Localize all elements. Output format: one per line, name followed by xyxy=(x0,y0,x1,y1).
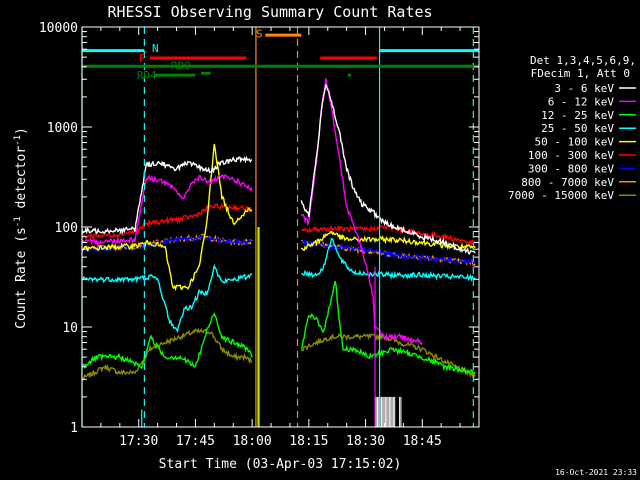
y-axis-label-part: Count Rate (s xyxy=(14,227,29,329)
series-line-6-12-kev-seg1 xyxy=(300,78,423,346)
series-line-7000-15000-kev-seg0 xyxy=(82,327,253,381)
series-line-50-100-kev-seg1 xyxy=(300,230,476,252)
y-tick-label: 10000 xyxy=(39,21,78,36)
interval-label-rd0: RD0 xyxy=(171,60,191,73)
interval-label-n: N xyxy=(152,42,159,55)
legend-label-50-100-kev: 50 - 100 keV xyxy=(535,136,615,149)
y-axis-label-sup: -1 xyxy=(13,135,23,146)
legend-label-300-800-kev: 300 - 800 keV xyxy=(528,162,614,175)
series-line-12-25-kev-seg0 xyxy=(82,311,253,370)
y-tick-label: 1 xyxy=(70,421,78,436)
y-axis-label: Count Rate (s-1 detector-1) xyxy=(13,127,29,329)
legend-label-100-300-kev: 100 - 300 keV xyxy=(528,149,614,162)
x-tick-label: 17:30 xyxy=(119,434,158,449)
series-line-7000-15000-kev-seg1 xyxy=(300,332,476,380)
x-tick-label: 18:30 xyxy=(346,434,385,449)
y-axis-label-sup: -1 xyxy=(13,216,23,227)
series-line-3-6-kev-seg1 xyxy=(300,84,476,255)
legend-label-7000-15000-kev: 7000 - 15000 keV xyxy=(508,189,614,202)
series-line-12-25-kev-seg1 xyxy=(300,280,476,376)
footer-timestamp: 16-Oct-2021 23:33 xyxy=(555,468,637,477)
legend-header-line: Det 1,3,4,5,6,9, xyxy=(530,54,636,67)
x-tick-label: 18:45 xyxy=(403,434,442,449)
y-axis-label-part: ) xyxy=(14,127,29,135)
series-line-25-50-kev-seg0 xyxy=(82,263,253,333)
legend-label-3-6-kev: 3 - 6 keV xyxy=(554,82,614,95)
series-line-3-6-kev-seg0 xyxy=(82,155,253,235)
axes: 17:30 17:45 18:00 18:15 18:30 18:45 1 10 100 1000… xyxy=(39,21,479,449)
legend-label-25-50-kev: 25 - 50 keV xyxy=(541,122,614,135)
plot-area xyxy=(82,78,476,427)
legend: Det 1,3,4,5,6,9, FDecim 1, Att 0 3 - 6 k… xyxy=(508,54,636,202)
y-tick-label: 1000 xyxy=(47,121,78,136)
series-line-100-300-kev-seg0 xyxy=(82,202,253,240)
interval-label-f: F xyxy=(139,52,146,65)
series-line-50-100-kev-seg0 xyxy=(82,143,253,292)
x-axis-label: Start Time (03-Apr-03 17:15:02) xyxy=(159,457,402,472)
x-tick-label: 18:00 xyxy=(233,434,272,449)
chart-title: RHESSI Observing Summary Count Rates xyxy=(107,3,432,21)
series-line-6-12-kev-seg0 xyxy=(82,174,253,246)
interval-label-rd4: RD4 xyxy=(137,69,157,82)
x-tick-label: 18:15 xyxy=(289,434,328,449)
y-tick-label: 10 xyxy=(62,321,78,336)
y-tick-label: 100 xyxy=(55,221,78,236)
x-tick-label: 17:45 xyxy=(176,434,215,449)
legend-label-6-12-kev: 6 - 12 keV xyxy=(548,95,615,108)
interval-label-s: S xyxy=(256,28,263,41)
legend-label-12-25-kev: 12 - 25 keV xyxy=(541,109,614,122)
series-line-25-50-kev-seg1 xyxy=(300,237,476,282)
series-line-300-800-kev-seg0 xyxy=(82,234,253,253)
legend-label-800-7000-kev: 800 - 7000 keV xyxy=(521,176,614,189)
y-axis-label-part: detector xyxy=(14,146,29,217)
legend-header-line: FDecim 1, Att 0 xyxy=(531,67,630,80)
series-line-300-800-kev-seg1 xyxy=(300,239,476,266)
series-group xyxy=(82,78,476,427)
